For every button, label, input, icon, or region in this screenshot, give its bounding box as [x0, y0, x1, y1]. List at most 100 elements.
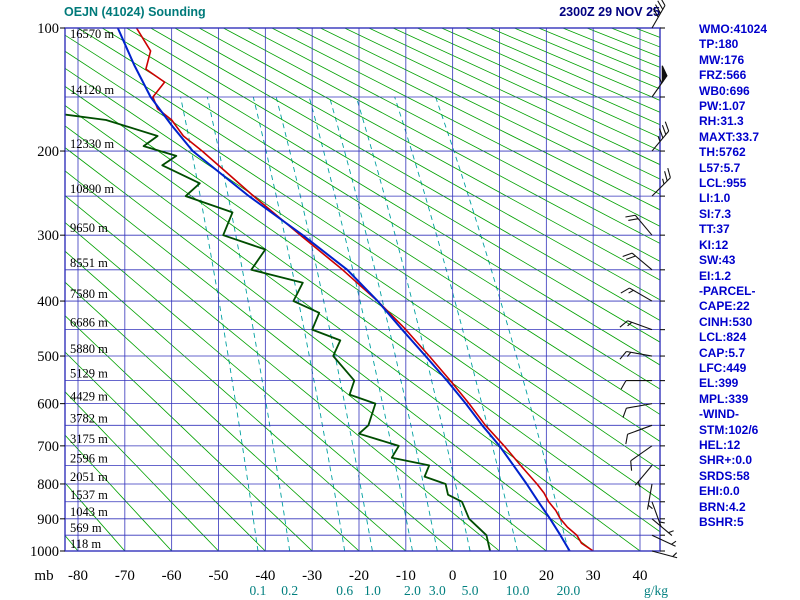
temperature-label: -30	[302, 568, 322, 584]
mixing-ratio-line	[206, 96, 291, 551]
mixing-ratio-line	[394, 96, 518, 551]
height-label: 4429 m	[70, 390, 108, 404]
mixing-ratio-line	[180, 96, 259, 551]
pressure-label: 500	[37, 349, 59, 365]
wind-barb-half-icon	[626, 351, 632, 357]
mixing-ratio-line	[308, 96, 413, 551]
pressure-unit-label: mb	[34, 568, 53, 584]
height-label: 8551 m	[70, 256, 108, 270]
wind-barb-half-icon	[637, 481, 641, 488]
stats-panel: WMO:41024 TP:180 MW:176 FRZ:566 WB0:696 PW:1.…	[699, 22, 767, 530]
mixing-ratio-label: 0.2	[281, 583, 298, 598]
stat-item: SI:7.3	[699, 206, 732, 221]
stat-item: LI:1.0	[699, 191, 731, 206]
stat-item: -PARCEL-	[699, 283, 756, 298]
wind-barb-full-icon	[622, 252, 633, 258]
wind-barb-full-icon	[625, 214, 636, 218]
wind-barb-full-icon	[664, 121, 670, 132]
wind-barb-full-icon	[657, 0, 664, 10]
wind-barb-full-icon	[630, 460, 633, 471]
temperature-label: -70	[115, 568, 135, 584]
wind-barb-half-icon	[627, 321, 633, 327]
height-label: 569 m	[70, 521, 102, 535]
height-label: 6686 m	[70, 316, 108, 330]
pressure-label: 600	[37, 397, 59, 413]
mixing-ratio-label: 5.0	[462, 583, 479, 598]
wind-barb-half-icon	[671, 540, 677, 545]
parcel-trace	[116, 28, 571, 551]
height-label: 2051 m	[70, 470, 108, 484]
pressure-label: 200	[37, 144, 59, 160]
wind-barb-half-icon	[668, 530, 674, 534]
mixing-ratio-label: 0.1	[250, 583, 267, 598]
stat-item: RH:31.3	[699, 114, 744, 129]
height-label: 5880 m	[70, 342, 108, 356]
wind-barb-full-icon	[661, 124, 667, 135]
stat-item: LCL:955	[699, 176, 747, 191]
mixing-ratio-line	[275, 96, 373, 551]
stat-item: SHR+:0.0	[699, 453, 753, 468]
wind-barb-staff	[627, 424, 653, 435]
height-label: 16570 m	[70, 27, 114, 41]
height-label: 10890 m	[70, 182, 114, 196]
mixing-ratio-label: 20.0	[557, 583, 581, 598]
pressure-label: 1000	[30, 544, 59, 560]
temperature-label: 20	[539, 568, 554, 584]
mixing-ratio-label: 2.0	[404, 583, 421, 598]
wind-barb-pennant-icon	[661, 65, 668, 84]
temperature-label: 40	[632, 568, 647, 584]
temperature-label: -50	[208, 568, 228, 584]
height-label: 9650 m	[70, 221, 108, 235]
wind-barb-full-icon	[667, 167, 671, 178]
stat-item: LFC:449	[699, 360, 747, 375]
stat-item: SW:43	[699, 253, 736, 268]
height-label: 118 m	[70, 537, 101, 551]
temperature-label: -10	[396, 568, 416, 584]
pressure-label: 700	[37, 439, 59, 455]
mixing-unit-label: g/kg	[644, 583, 668, 598]
stat-item: TP:180	[699, 37, 739, 52]
wind-barbs-column	[619, 0, 678, 559]
stat-item: HEL:12	[699, 437, 741, 452]
mixing-ratio-line	[329, 96, 438, 551]
wind-barb-full-icon	[655, 4, 661, 14]
plot-border	[64, 27, 661, 552]
pressure-label: 300	[37, 228, 59, 244]
wind-barb-full-icon	[664, 171, 668, 182]
wind-barb-half-icon	[658, 77, 663, 84]
wind-barb-half-icon	[659, 521, 665, 524]
pressure-label: 800	[37, 477, 59, 493]
wind-barb-full-icon	[620, 380, 627, 390]
height-label: 1043 m	[70, 505, 108, 519]
height-label: 14120 m	[70, 83, 114, 97]
station-title: OEJN (41024) Sounding	[64, 5, 206, 19]
wind-barb-full-icon	[619, 351, 627, 360]
stat-item: FRZ:566	[699, 68, 747, 83]
mixing-ratio-label: 3.0	[429, 583, 446, 598]
dewpoint-trace	[65, 113, 491, 551]
stat-item: BSHR:5	[699, 515, 744, 529]
wind-barb-full-icon	[625, 434, 629, 445]
dry-adiabat-line	[65, 351, 266, 551]
wind-barb-full-icon	[661, 0, 666, 6]
wind-barb-full-icon	[620, 287, 630, 294]
wind-barb-full-icon	[625, 255, 636, 260]
wind-barb-staff	[630, 445, 653, 462]
observation-datetime: 2300Z 29 NOV 25	[559, 5, 660, 19]
temperature-label: -20	[349, 568, 369, 584]
height-label: 1537 m	[70, 488, 108, 502]
stat-item: -WIND-	[699, 407, 739, 422]
height-label: 5129 m	[70, 367, 108, 381]
stat-item: EL:399	[699, 376, 739, 391]
stat-item: CINH:530	[699, 314, 753, 329]
pressure-label: 100	[37, 21, 59, 37]
stat-item: MAXT:33.7	[699, 129, 760, 144]
pressure-label: 900	[37, 512, 59, 528]
stat-item: STM:102/6	[699, 422, 759, 437]
temperature-label: 10	[492, 568, 507, 584]
wind-barb-full-icon	[628, 218, 639, 221]
mixing-ratio-label: 10.0	[506, 583, 530, 598]
